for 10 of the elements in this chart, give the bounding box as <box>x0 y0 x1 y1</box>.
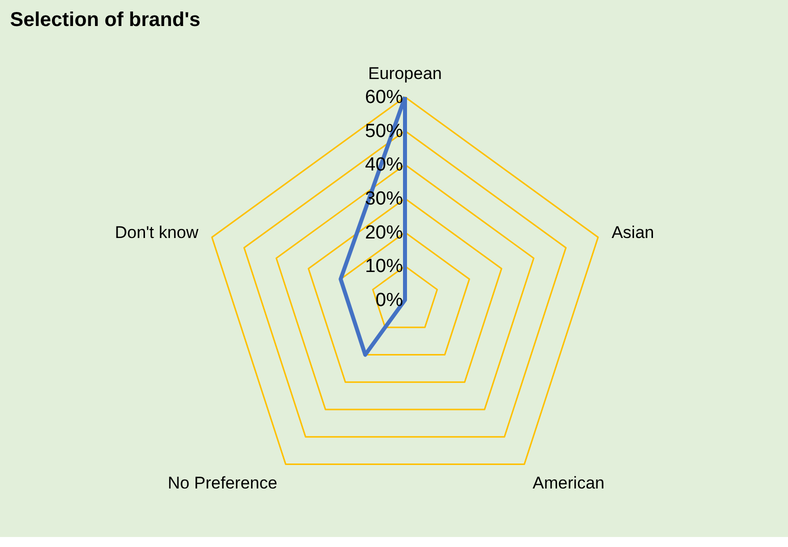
spoke-label: Don't know <box>114 222 200 242</box>
y-tick-label: 60% <box>364 87 404 108</box>
y-tick-label: 10% <box>364 256 404 278</box>
chart-title: Selection of brand's <box>10 9 200 31</box>
spoke-label: European <box>368 64 442 83</box>
y-tick-label: 0% <box>376 290 404 311</box>
spoke-label: Asian <box>612 222 654 242</box>
y-tick-label: 20% <box>364 222 404 244</box>
spoke-label: No Preference <box>168 474 278 493</box>
spoke-label: American <box>532 474 604 493</box>
